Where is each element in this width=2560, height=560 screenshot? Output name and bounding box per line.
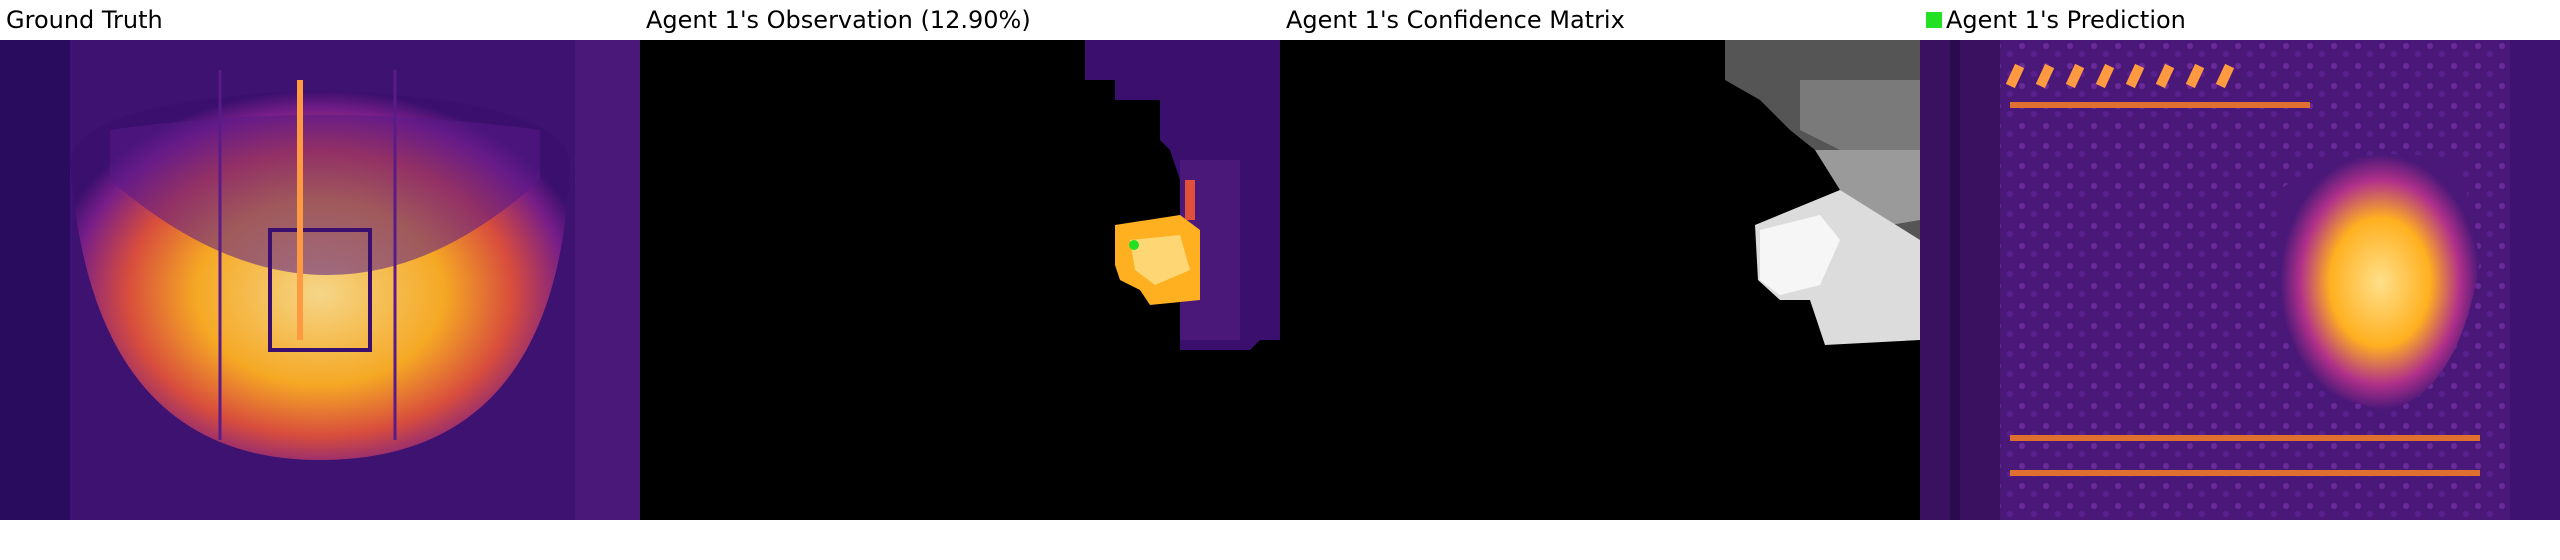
prediction-title-text: Agent 1's Prediction [1946,6,2186,34]
agent-marker-icon [1129,240,1139,250]
ground-truth-panel: Ground Truth [0,0,640,560]
observation-panel: Agent 1's Observation (12.90%) [640,0,1280,560]
prediction-title: Agent 1's Prediction [1926,4,2186,36]
confidence-panel: Agent 1's Confidence Matrix [1280,0,1920,560]
confidence-image [1280,40,1920,520]
observation-title: Agent 1's Observation (12.90%) [646,6,1031,34]
ground-truth-image [0,40,640,520]
legend-swatch-icon [1926,12,1942,28]
prediction-image [1920,40,2560,520]
ground-truth-title: Ground Truth [6,6,163,34]
confidence-title: Agent 1's Confidence Matrix [1286,6,1625,34]
observation-image [640,40,1280,520]
prediction-panel: Agent 1's Prediction [1920,0,2560,560]
